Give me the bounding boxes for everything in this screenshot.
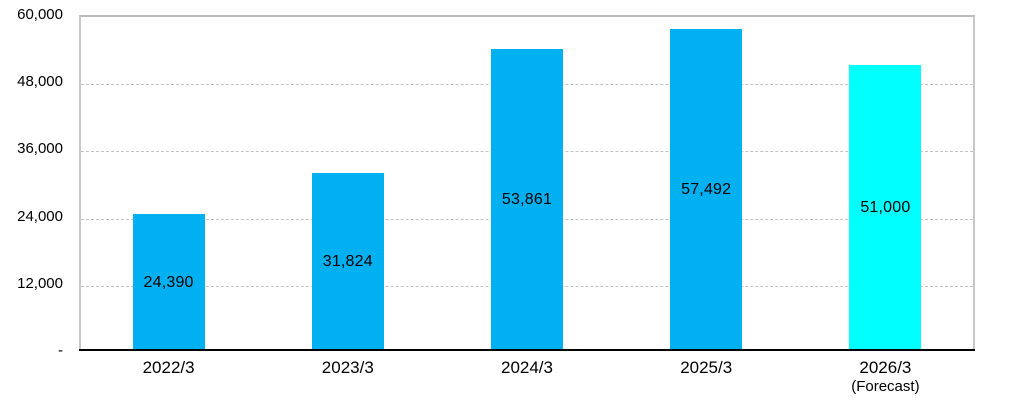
bar-2026-3: 51,000 xyxy=(849,65,922,351)
bar-2024-3: 53,861 xyxy=(491,49,563,351)
bar-value-label: 53,861 xyxy=(501,191,553,209)
bar-value-label: 51,000 xyxy=(860,199,911,217)
bar-2023-3: 31,824 xyxy=(311,172,384,351)
x-axis-sublabel-text: (Forecast) xyxy=(851,378,920,395)
x-axis-label-text: 2025/3 xyxy=(680,358,733,377)
x-axis-label: 2025/3 xyxy=(617,358,796,378)
x-axis-label: 2023/3 xyxy=(258,358,437,378)
x-axis-label-text: 2022/3 xyxy=(142,358,195,377)
x-axis-label-text: 2024/3 xyxy=(500,358,553,377)
y-axis-tick-label: - xyxy=(58,342,63,359)
x-axis-label: 2026/3 (Forecast) xyxy=(796,358,975,396)
y-axis-tick-label: 48,000 xyxy=(17,73,63,91)
y-axis-tick-label: 60,000 xyxy=(17,6,63,23)
x-axis-label-text: 2023/3 xyxy=(321,358,374,377)
bar-2022-3: 24,390 xyxy=(132,214,205,351)
bar-value-label: 57,492 xyxy=(681,181,732,198)
x-axis-label: 2024/3 xyxy=(437,358,616,378)
y-axis-tick-label: 36,000 xyxy=(17,140,63,158)
x-axis-label-text: 2026/3 xyxy=(859,358,912,377)
y-axis-tick-label: 24,000 xyxy=(17,207,63,225)
x-axis-line xyxy=(79,349,975,351)
bar-2025-3: 57,492 xyxy=(670,29,743,351)
y-axis-tick-label: 12,000 xyxy=(17,274,63,292)
bar-value-label: 24,390 xyxy=(143,273,194,291)
bar-value-label: 31,824 xyxy=(322,252,373,270)
x-axis-label: 2022/3 xyxy=(79,358,258,378)
